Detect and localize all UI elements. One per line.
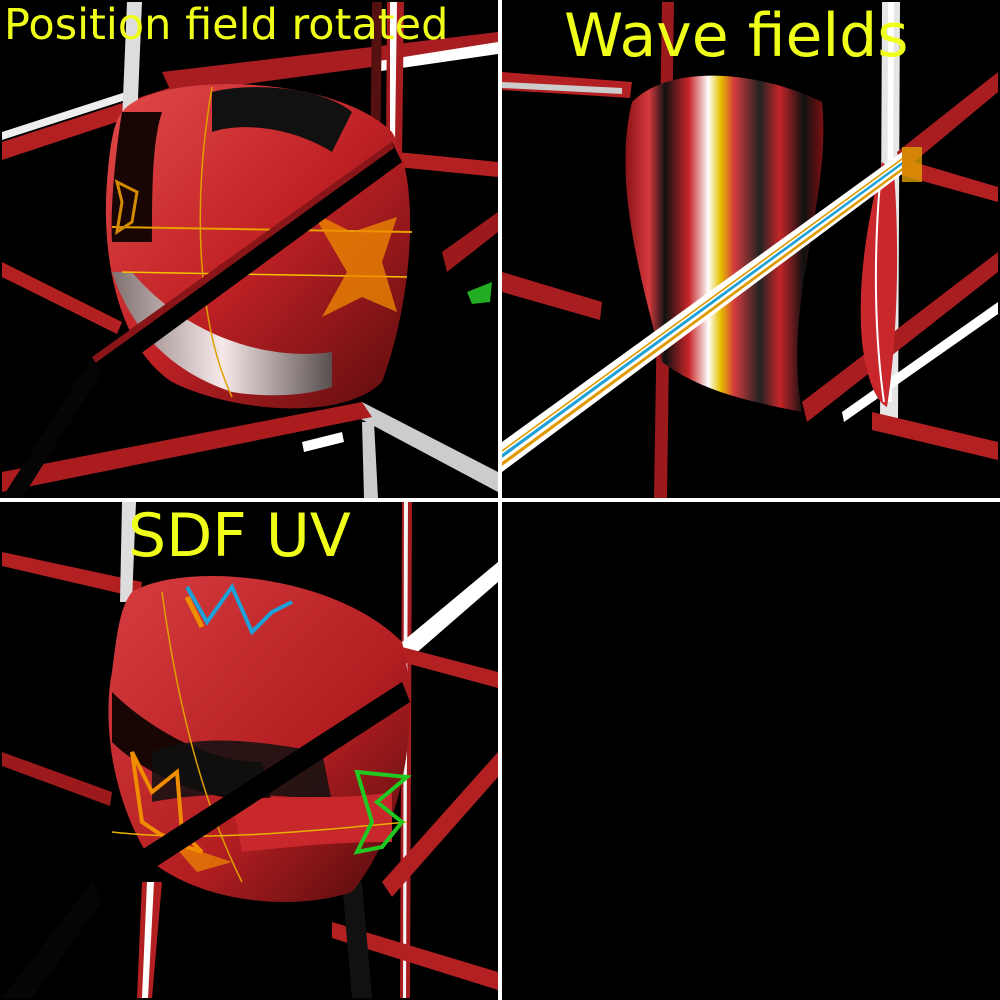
surface-blob — [108, 576, 412, 902]
shadow-beam — [92, 142, 402, 382]
panel-title: Wave fields — [564, 2, 909, 71]
panel-title: Position field rotated — [4, 2, 449, 50]
wave-ribbon-right — [860, 162, 898, 407]
panel-position-field-rotated: Position field rotated — [2, 2, 498, 498]
panel-wave-fields: Wave fields — [502, 2, 998, 498]
panel-empty — [502, 502, 998, 998]
panel-sdf-uv: SDF UV — [2, 502, 498, 998]
diagonal-beam — [502, 152, 902, 472]
panel-title: SDF UV — [128, 502, 351, 571]
divider-horizontal — [0, 498, 1000, 502]
shadow-beam — [92, 682, 410, 902]
render-sdf-uv — [2, 502, 498, 998]
render-wave-fields — [502, 2, 998, 498]
render-position-field — [2, 2, 498, 498]
